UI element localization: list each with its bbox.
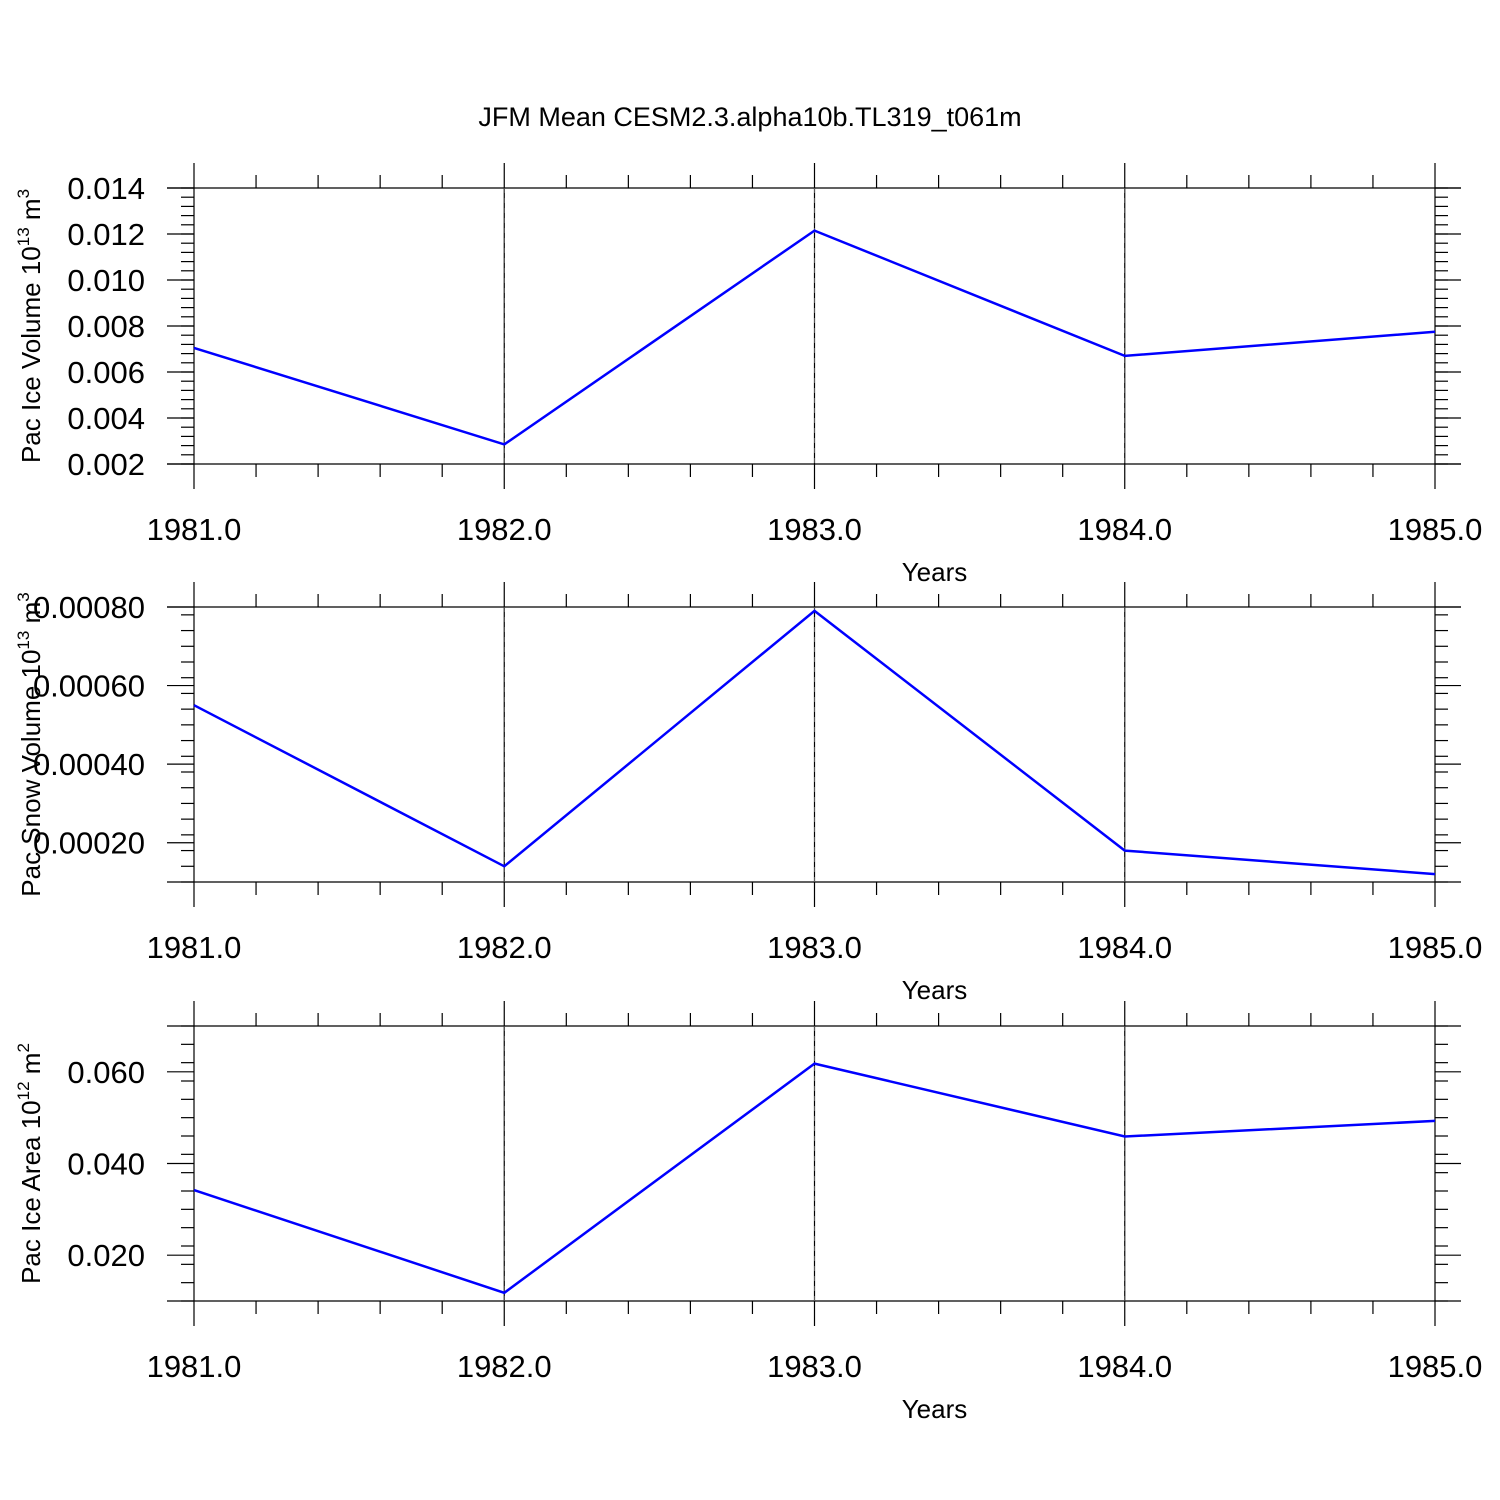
panel-1: 1981.0 1982.0 1983.0 1984.0 1985.0 0.002 0.004… [14,163,1482,587]
x-axis-title: Years [902,975,968,1005]
chart-title: JFM Mean CESM2.3.alpha10b.TL319_t061m [478,102,1021,132]
series-line [193,1062,1436,1295]
x-axis-title: Years [902,557,968,587]
y-tick-label: 0.012 [67,217,145,252]
y-tick-label: 0.040 [67,1147,145,1182]
panels: 1981.0 1982.0 1983.0 1984.0 1985.0 0.002 0.004… [14,163,1482,1424]
y-tick-label: 0.006 [67,355,145,390]
y-tick-label: 0.060 [67,1055,145,1090]
x-axis-title: Years [902,1394,968,1424]
x-tick-label: 1982.0 [457,512,552,547]
y-tick-label: 0.014 [67,171,145,206]
panel-3: 1981.0 1982.0 1983.0 1984.0 1985.0 0.020 0.040… [14,1001,1482,1424]
series-line [193,609,1436,876]
x-tick-label: 1985.0 [1388,1349,1483,1384]
y-tick-label: 0.00080 [33,590,145,625]
y-tick-label: 0.008 [67,309,145,344]
x-tick-label: 1984.0 [1077,512,1172,547]
y-tick-label: 0.002 [67,447,145,482]
y-tick-label: 0.00060 [33,669,145,704]
x-tick-label: 1983.0 [767,930,862,965]
x-tick-label: 1982.0 [457,930,552,965]
x-tick-label: 1983.0 [767,512,862,547]
y-tick-label: 0.004 [67,401,145,436]
y-tick-label: 0.00020 [33,826,145,861]
x-tick-label: 1984.0 [1077,1349,1172,1384]
y-tick-label: 0.00040 [33,747,145,782]
x-tick-label: 1985.0 [1388,512,1483,547]
y-axis-title: Pac Ice Area 1012 m2 [14,1043,46,1284]
y-tick-label: 0.020 [67,1238,145,1273]
y-tick-label: 0.010 [67,263,145,298]
panel-2: 1981.0 1982.0 1983.0 1984.0 1985.0 0.00020 0.0… [14,582,1482,1005]
x-tick-label: 1984.0 [1077,930,1172,965]
y-axis-title: Pac Snow Volume 1013 m3 [14,592,46,896]
x-tick-label: 1982.0 [457,1349,552,1384]
x-tick-label: 1981.0 [147,930,242,965]
series-line [193,229,1436,446]
x-tick-label: 1981.0 [147,1349,242,1384]
x-tick-label: 1983.0 [767,1349,862,1384]
y-axis-title: Pac Ice Volume 1013 m3 [14,189,46,463]
x-tick-label: 1981.0 [147,512,242,547]
x-tick-label: 1985.0 [1388,930,1483,965]
